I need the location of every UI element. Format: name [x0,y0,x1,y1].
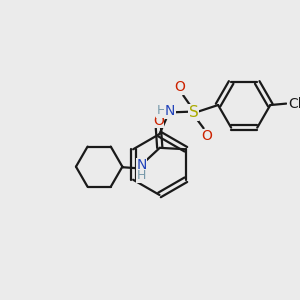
Text: O: O [153,114,164,128]
Text: N: N [164,104,175,118]
Text: O: O [202,129,212,143]
Text: N: N [136,158,147,172]
Text: H: H [156,104,166,117]
Text: Cl: Cl [288,97,300,111]
Text: S: S [189,105,198,120]
Text: O: O [174,80,185,94]
Text: H: H [137,169,146,182]
